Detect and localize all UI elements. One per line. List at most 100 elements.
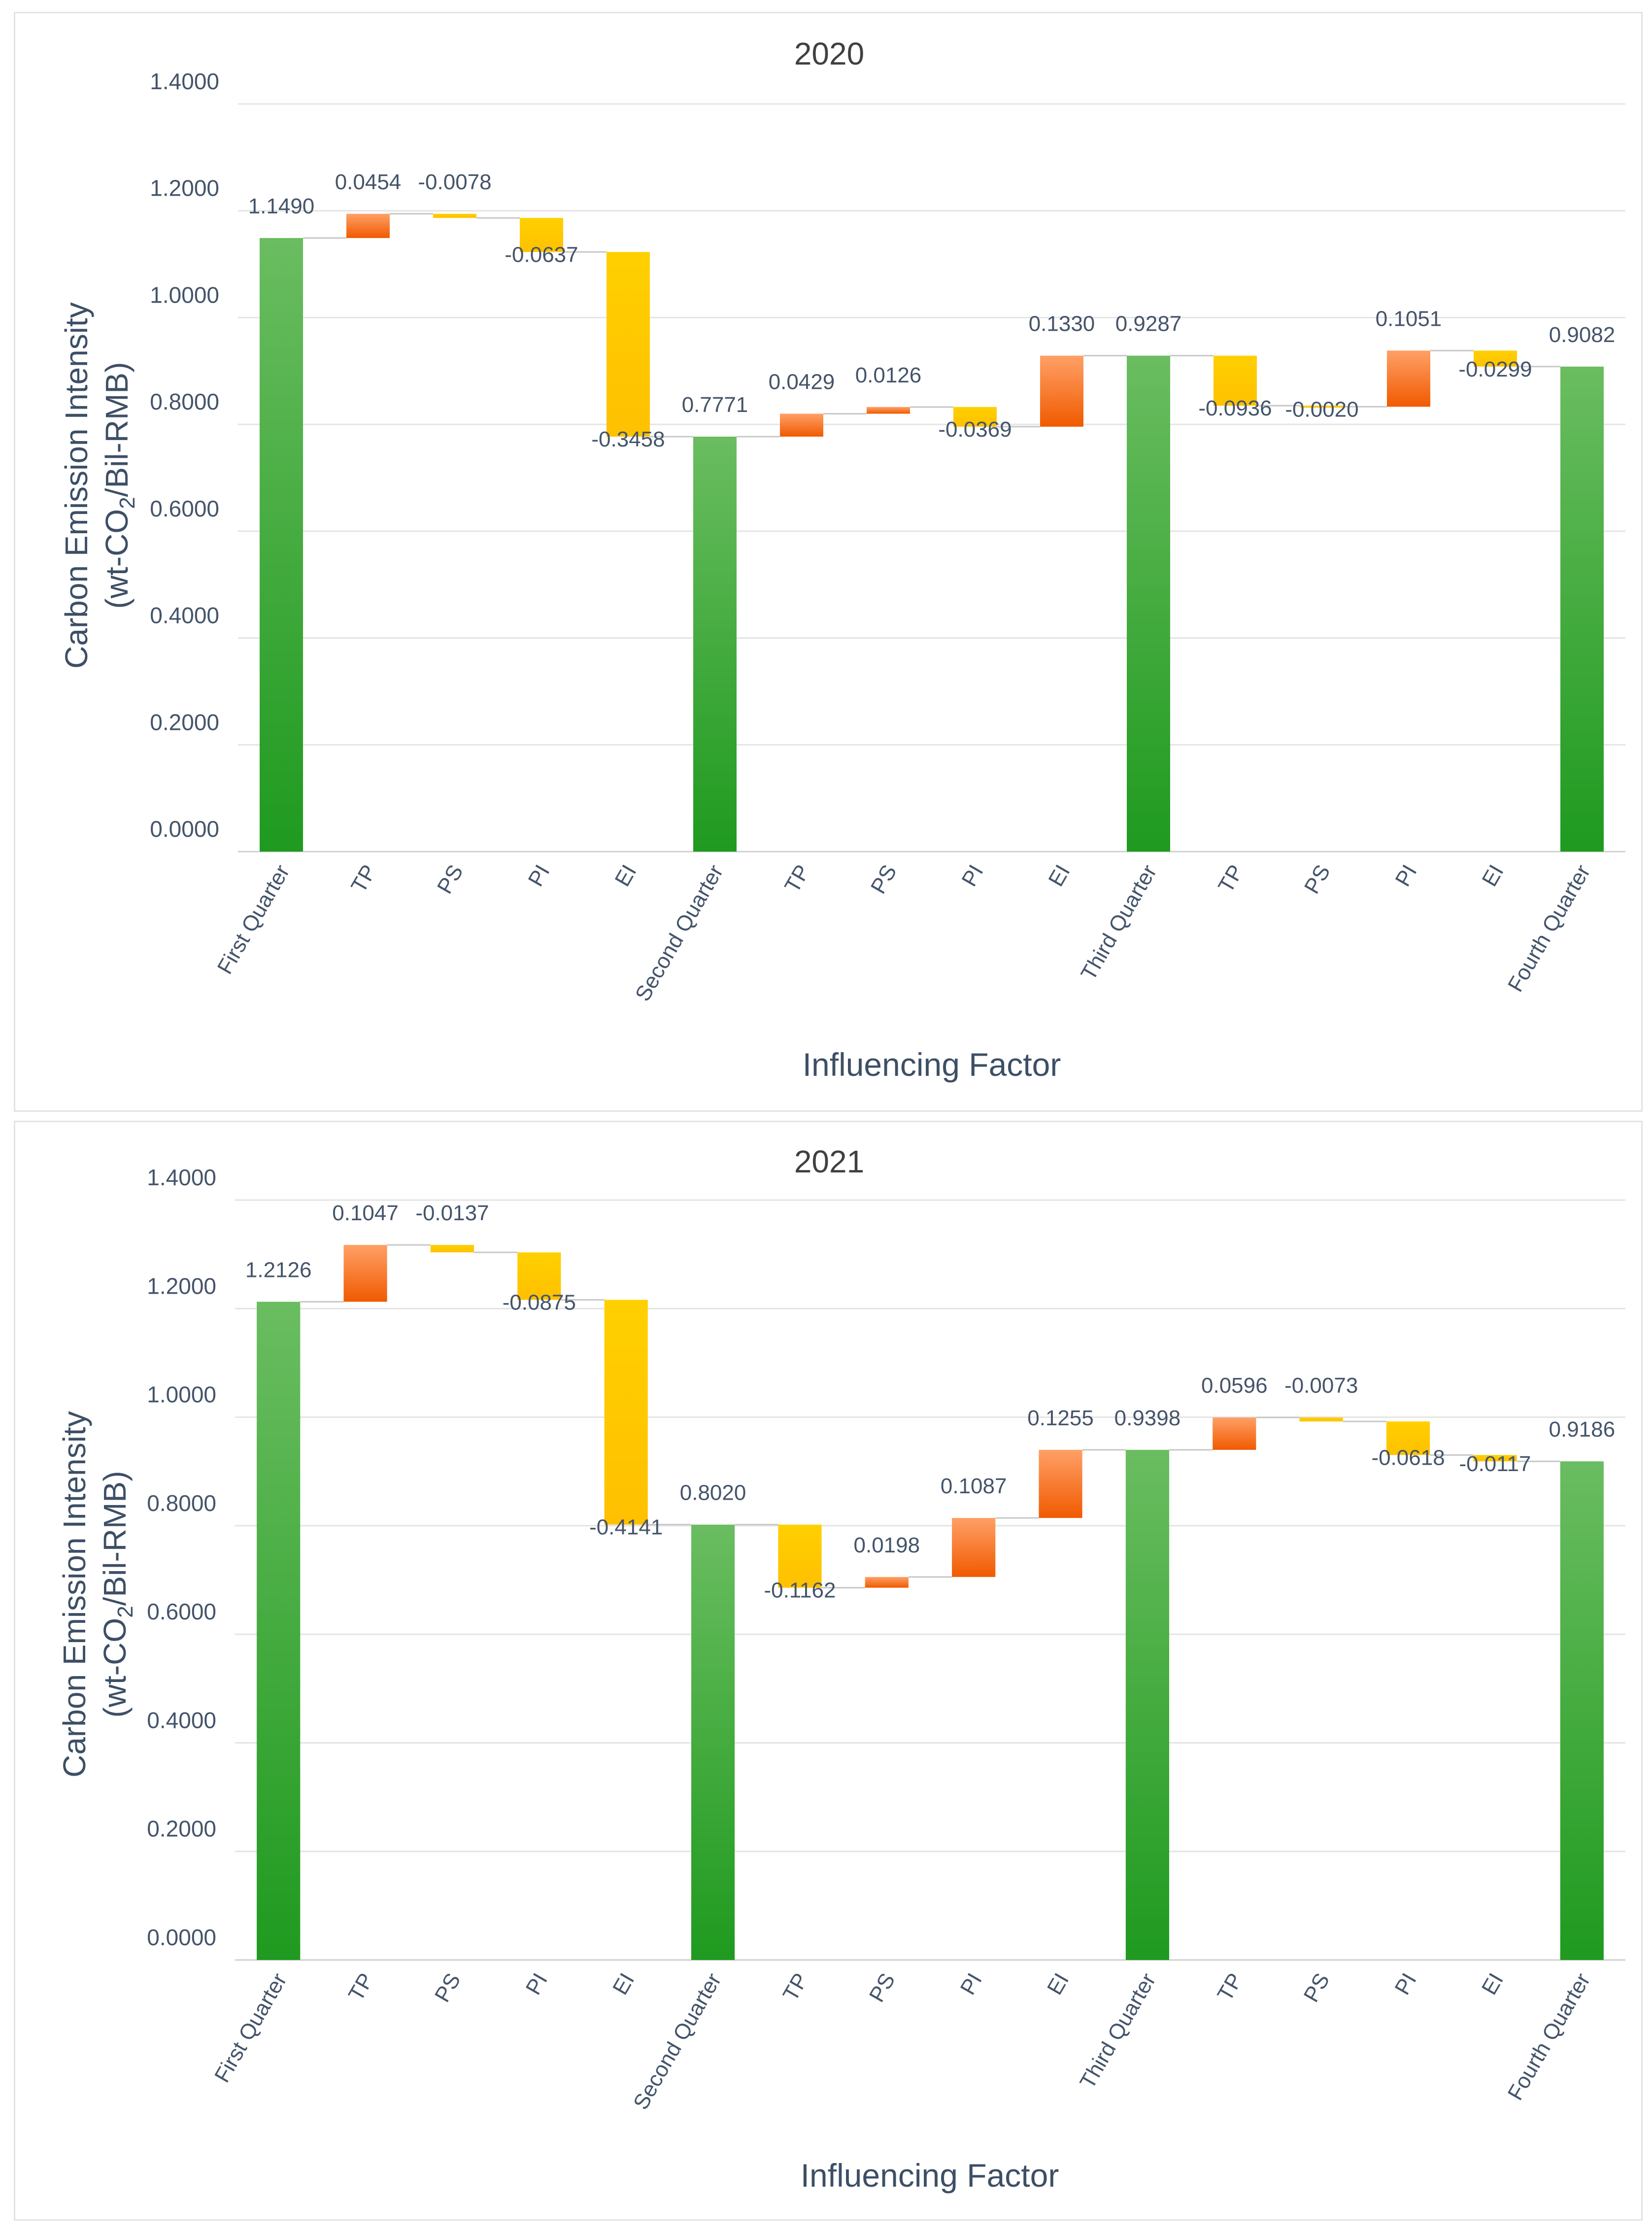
chart-title: 2021: [794, 1144, 864, 1179]
data-label: 0.1047: [332, 1201, 399, 1225]
data-label: 0.7771: [682, 393, 748, 417]
data-label: -0.0299: [1458, 357, 1532, 381]
x-category-label: TP: [344, 1969, 379, 2005]
increase-bar: [1213, 1417, 1256, 1450]
total-bar: [257, 1302, 301, 1960]
total-bar: [1127, 355, 1170, 852]
y-tick-label: 0.8000: [147, 1490, 216, 1516]
data-label: -0.4141: [589, 1515, 663, 1540]
x-category-label: PI: [956, 1969, 987, 1999]
data-label: -0.0637: [505, 242, 578, 267]
data-label: -0.1162: [764, 1579, 836, 1603]
y-tick-label: 1.2000: [150, 175, 219, 201]
x-category-label: PS: [433, 861, 468, 898]
total-bar: [1560, 1461, 1604, 1960]
data-label: 0.9186: [1549, 1417, 1616, 1442]
total-bar: [691, 1524, 735, 1960]
y-axis-title-line1: Carbon Emission Intensity: [59, 302, 94, 668]
chart-panel-2020: 2020 Carbon Emission Intensity (wt-CO2/B…: [14, 12, 1643, 1112]
data-label: 0.0454: [335, 170, 402, 194]
x-category-label: First Quarter: [213, 861, 295, 978]
x-category-label: PI: [521, 1969, 552, 1999]
x-category-label: EI: [1477, 861, 1508, 891]
data-label: 0.1330: [1029, 312, 1095, 336]
data-label: 0.9398: [1114, 1406, 1181, 1430]
decrease-bar: [1214, 355, 1257, 406]
increase-bar: [952, 1518, 996, 1577]
x-category-label: Fourth Quarter: [1503, 1969, 1595, 2104]
y-tick-label: 1.0000: [147, 1382, 216, 1408]
x-category-label: PS: [866, 861, 902, 898]
decrease-bar: [1299, 1417, 1343, 1422]
y-tick-label: 0.6000: [150, 496, 219, 521]
x-category-label: PI: [1390, 1969, 1421, 1999]
decrease-bar: [430, 1245, 474, 1253]
plot-area: 0.0000 0.2000 0.4000 0.6000 0.8000 1.0000 1.20…: [147, 1165, 1625, 2114]
data-label: -0.0369: [938, 417, 1011, 442]
x-category-label: TP: [780, 861, 815, 897]
x-category-label: TP: [778, 1969, 813, 2005]
decrease-bar: [1473, 1455, 1517, 1462]
y-tick-label: 0.0000: [147, 1924, 216, 1950]
data-label: 0.0596: [1201, 1374, 1268, 1398]
y-tick-label: 0.2000: [147, 1816, 216, 1842]
waterfall-chart-2020: 2020 Carbon Emission Intensity (wt-CO2/B…: [59, 36, 1625, 1083]
data-label: 1.2126: [245, 1258, 312, 1282]
y-tick-label: 1.2000: [147, 1273, 216, 1299]
x-category-label: Third Quarter: [1076, 861, 1161, 985]
waterfall-chart-2021: 2021 Carbon Emission Intensity (wt-CO2/B…: [57, 1144, 1625, 2194]
plot-area: 0.0000 0.2000 0.4000 0.6000 0.8000 1.0000 1.20…: [150, 69, 1625, 1005]
x-category-label: EI: [1477, 1969, 1508, 1999]
x-category-label: EI: [610, 861, 641, 891]
x-category-label: Second Quarter: [631, 861, 728, 1006]
data-label: -0.0137: [415, 1201, 489, 1225]
x-category-label: TP: [346, 861, 381, 897]
data-label: -0.0618: [1371, 1445, 1445, 1470]
decrease-bar: [953, 407, 997, 427]
decrease-bar: [1386, 1421, 1430, 1455]
chart-panel-2021: 2021 Carbon Emission Intensity (wt-CO2/B…: [14, 1121, 1643, 2221]
x-category-label: PS: [1299, 1969, 1335, 2006]
y-axis-title: Carbon Emission Intensity (wt-CO2/Bil-RM…: [57, 1411, 137, 1777]
data-label: 0.1087: [941, 1474, 1007, 1498]
total-bar: [260, 238, 303, 852]
y-axis-title-line2: (wt-CO2/Bil-RMB): [97, 1471, 137, 1718]
x-category-label: PS: [1300, 861, 1335, 898]
increase-bar: [1039, 1449, 1082, 1518]
x-category-label: PS: [430, 1969, 466, 2006]
decrease-bar: [607, 252, 650, 437]
increase-bar: [343, 1245, 387, 1302]
x-category-label: EI: [1044, 861, 1075, 891]
x-axis-title: Influencing Factor: [803, 1046, 1061, 1083]
data-label: -0.0936: [1198, 396, 1272, 420]
decrease-bar: [604, 1300, 648, 1525]
y-tick-label: 1.4000: [150, 69, 219, 94]
x-category-label: PI: [523, 861, 554, 891]
data-label: -0.0078: [418, 170, 491, 194]
increase-bar: [1387, 350, 1430, 407]
data-label: 0.0429: [769, 370, 835, 394]
x-category-label: EI: [608, 1969, 639, 1999]
x-category-label: First Quarter: [210, 1969, 292, 2087]
x-category-label: TP: [1214, 861, 1248, 897]
increase-bar: [865, 1577, 909, 1588]
total-bar: [1560, 366, 1604, 852]
x-category-label: Fourth Quarter: [1503, 861, 1595, 996]
x-category-label: Second Quarter: [629, 1969, 726, 2114]
increase-bar: [867, 407, 910, 414]
decrease-bar: [1474, 350, 1517, 367]
data-label: -0.3458: [591, 427, 665, 451]
increase-bar: [780, 413, 823, 437]
y-axis-title-line1: Carbon Emission Intensity: [57, 1411, 92, 1777]
data-label: -0.0073: [1284, 1374, 1358, 1398]
y-axis-title: Carbon Emission Intensity (wt-CO2/Bil-RM…: [59, 302, 139, 668]
y-tick-label: 0.6000: [147, 1599, 216, 1624]
data-label: -0.0020: [1285, 397, 1358, 421]
data-label: 0.1051: [1376, 307, 1442, 331]
decrease-bar: [517, 1252, 561, 1300]
data-label: -0.0117: [1459, 1452, 1531, 1476]
decrease-bar: [433, 213, 476, 218]
chart-title: 2020: [794, 36, 864, 71]
total-bar: [693, 436, 737, 852]
data-label: 0.9082: [1549, 323, 1616, 347]
